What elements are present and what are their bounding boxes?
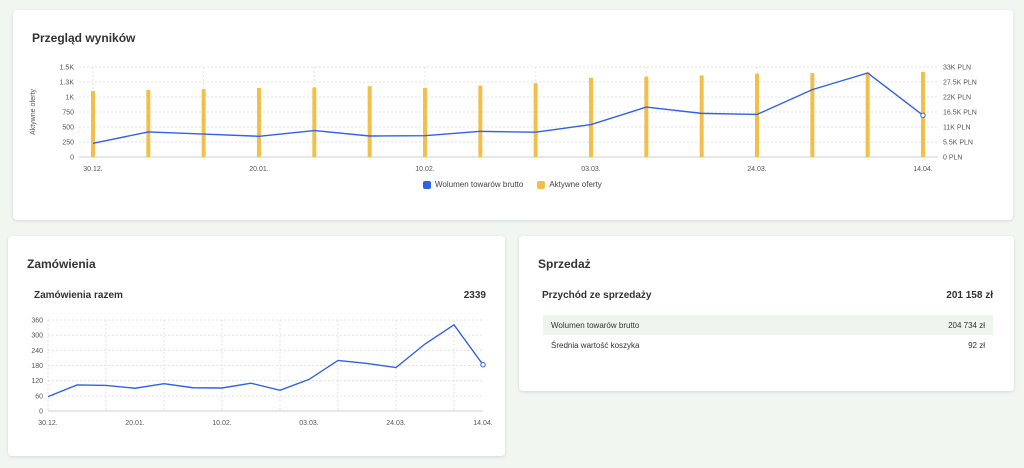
y-tick-label: 360: [31, 318, 43, 325]
x-tick-label: 24.03.: [747, 166, 767, 173]
x-tick-label: 14.04.: [473, 420, 493, 427]
x-tick-label: 10.02.: [212, 420, 232, 427]
sales-row-value: 92 zł: [968, 340, 985, 350]
bar: [865, 72, 870, 157]
sales-row: Wolumen towarów brutto 204 734 zł: [543, 315, 993, 335]
bar: [312, 87, 317, 157]
y-tick-label: 1K: [65, 95, 74, 102]
overview-legend: Wolumen towarów brutto Aktywne oferty: [423, 180, 602, 189]
sales-revenue-value: 201 158 zł: [946, 290, 993, 301]
overview-chart: 0 250 500 750 1K 1.3K 1.5K 0 PLN 5.5K PLN 11K PLN…: [30, 65, 977, 174]
y-tick-label: 250: [62, 140, 74, 147]
y2-tick-label: 33K PLN: [943, 65, 971, 72]
x-tick-label: 20.01.: [249, 166, 269, 173]
y-tick-label: 300: [31, 333, 43, 340]
y2-tick-label: 22K PLN: [943, 95, 971, 102]
bar: [201, 89, 206, 157]
legend-label-offers: Aktywne oferty: [549, 180, 602, 189]
sales-row-label: Średnia wartość koszyka: [551, 340, 640, 350]
bar: [589, 77, 593, 157]
x-tick-label: 30.12.: [38, 420, 58, 427]
sales-row-value: 204 734 zł: [948, 320, 985, 330]
orders-total-value: 2339: [463, 290, 486, 301]
y2-tick-label: 11K PLN: [943, 125, 971, 132]
line-point: [480, 362, 486, 368]
y-tick-label: 1.3K: [60, 80, 75, 87]
legend-item-offers[interactable]: Aktywne oferty: [537, 180, 602, 189]
bar: [810, 73, 815, 157]
y-tick-label: 0: [39, 409, 43, 416]
x-tick-label: 24.03.: [386, 420, 406, 427]
bar: [478, 85, 483, 157]
orders-total-label: Zamówienia razem: [34, 290, 123, 301]
y-tick-label: 120: [31, 378, 43, 385]
x-tick-label: 03.03.: [299, 420, 319, 427]
sales-revenue-label: Przychód ze sprzedaży: [542, 290, 652, 301]
sales-row: Średnia wartość koszyka 92 zł: [543, 335, 993, 355]
volume-line: [92, 72, 924, 145]
x-tick-label: 14.04.: [913, 166, 933, 173]
y2-tick-label: 16.5K PLN: [943, 110, 977, 117]
bar: [146, 89, 151, 157]
y2-tick-label: 0 PLN: [943, 155, 962, 162]
line-point: [920, 112, 926, 118]
legend-swatch-volume: [423, 180, 431, 189]
bar: [423, 88, 427, 157]
sales-card: Sprzedaż Przychód ze sprzedaży 201 158 z…: [519, 236, 1014, 391]
orders-chart: 0 60 120 180 240 300 360 30.12. 20.01. 10.02. 03.0…: [31, 318, 493, 428]
y-tick-label: 180: [31, 363, 43, 370]
bar: [257, 88, 261, 157]
overview-card: Przegląd wyników 0 250 500 750 1K 1.3K 1.5K 0 P…: [13, 10, 1013, 220]
y-tick-label: 750: [62, 110, 74, 117]
bar: [699, 75, 704, 157]
legend-label-volume: Wolumen towarów brutto: [435, 180, 524, 189]
y2-tick-label: 27.5K PLN: [943, 80, 977, 87]
x-tick-label: 20.01.: [125, 420, 145, 427]
x-tick-label: 10.02.: [415, 166, 435, 173]
bar: [755, 73, 759, 157]
sales-row-label: Wolumen towarów brutto: [551, 320, 640, 330]
y-tick-label: 1.5K: [60, 65, 75, 72]
legend-swatch-offers: [537, 180, 546, 189]
y-tick-label: 60: [35, 393, 43, 400]
y-tick-label: 0: [70, 155, 74, 162]
y-tick-label: 500: [62, 125, 74, 132]
sales-title: Sprzedaż: [538, 257, 591, 271]
orders-line: [47, 323, 484, 398]
x-tick-label: 30.12.: [83, 166, 103, 173]
bar: [91, 91, 95, 157]
bar: [533, 83, 538, 157]
y-tick-label: 240: [31, 348, 43, 355]
overview-title: Przegląd wyników: [32, 31, 136, 45]
bar: [644, 76, 649, 157]
orders-card: Zamówienia Zamówienia razem 2339 0 60 120 1…: [8, 236, 505, 456]
legend-item-volume[interactable]: Wolumen towarów brutto: [423, 180, 523, 189]
y-axis-label: Aktywne oferty: [30, 89, 37, 135]
bar: [367, 86, 372, 157]
orders-title: Zamówienia: [27, 257, 96, 271]
y2-tick-label: 5.5K PLN: [943, 140, 973, 147]
x-tick-label: 03.03.: [581, 166, 601, 173]
